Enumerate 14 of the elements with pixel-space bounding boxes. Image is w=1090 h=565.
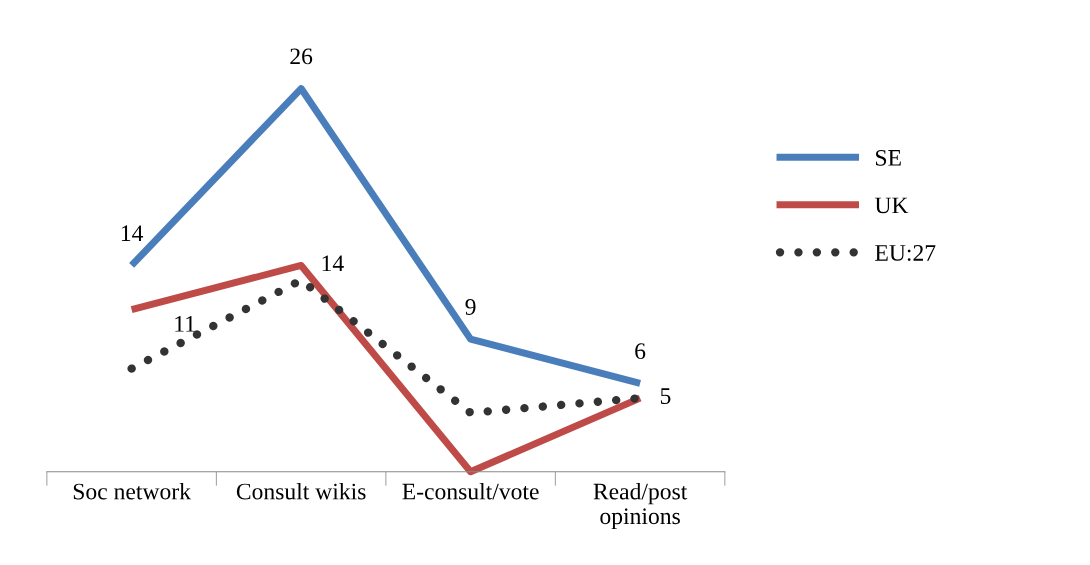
data-label: 6: [635, 343, 646, 360]
data-label: 11: [175, 316, 195, 332]
legend-label: SE: [876, 149, 901, 166]
x-tick-label: Read/post opinions: [593, 482, 688, 529]
x-tick-label: Consult wikis: [236, 482, 366, 500]
legend-label: EU:27: [875, 245, 936, 261]
x-tick-label: E-consult/vote: [402, 482, 539, 500]
x-tick-label: Soc network: [73, 482, 191, 500]
data-label: 5: [660, 388, 671, 404]
data-label: 9: [465, 299, 476, 315]
data-label: 14: [322, 255, 344, 272]
data-label: 26: [290, 48, 313, 65]
data-label: 14: [121, 225, 144, 241]
legend-label: UK: [874, 197, 909, 214]
